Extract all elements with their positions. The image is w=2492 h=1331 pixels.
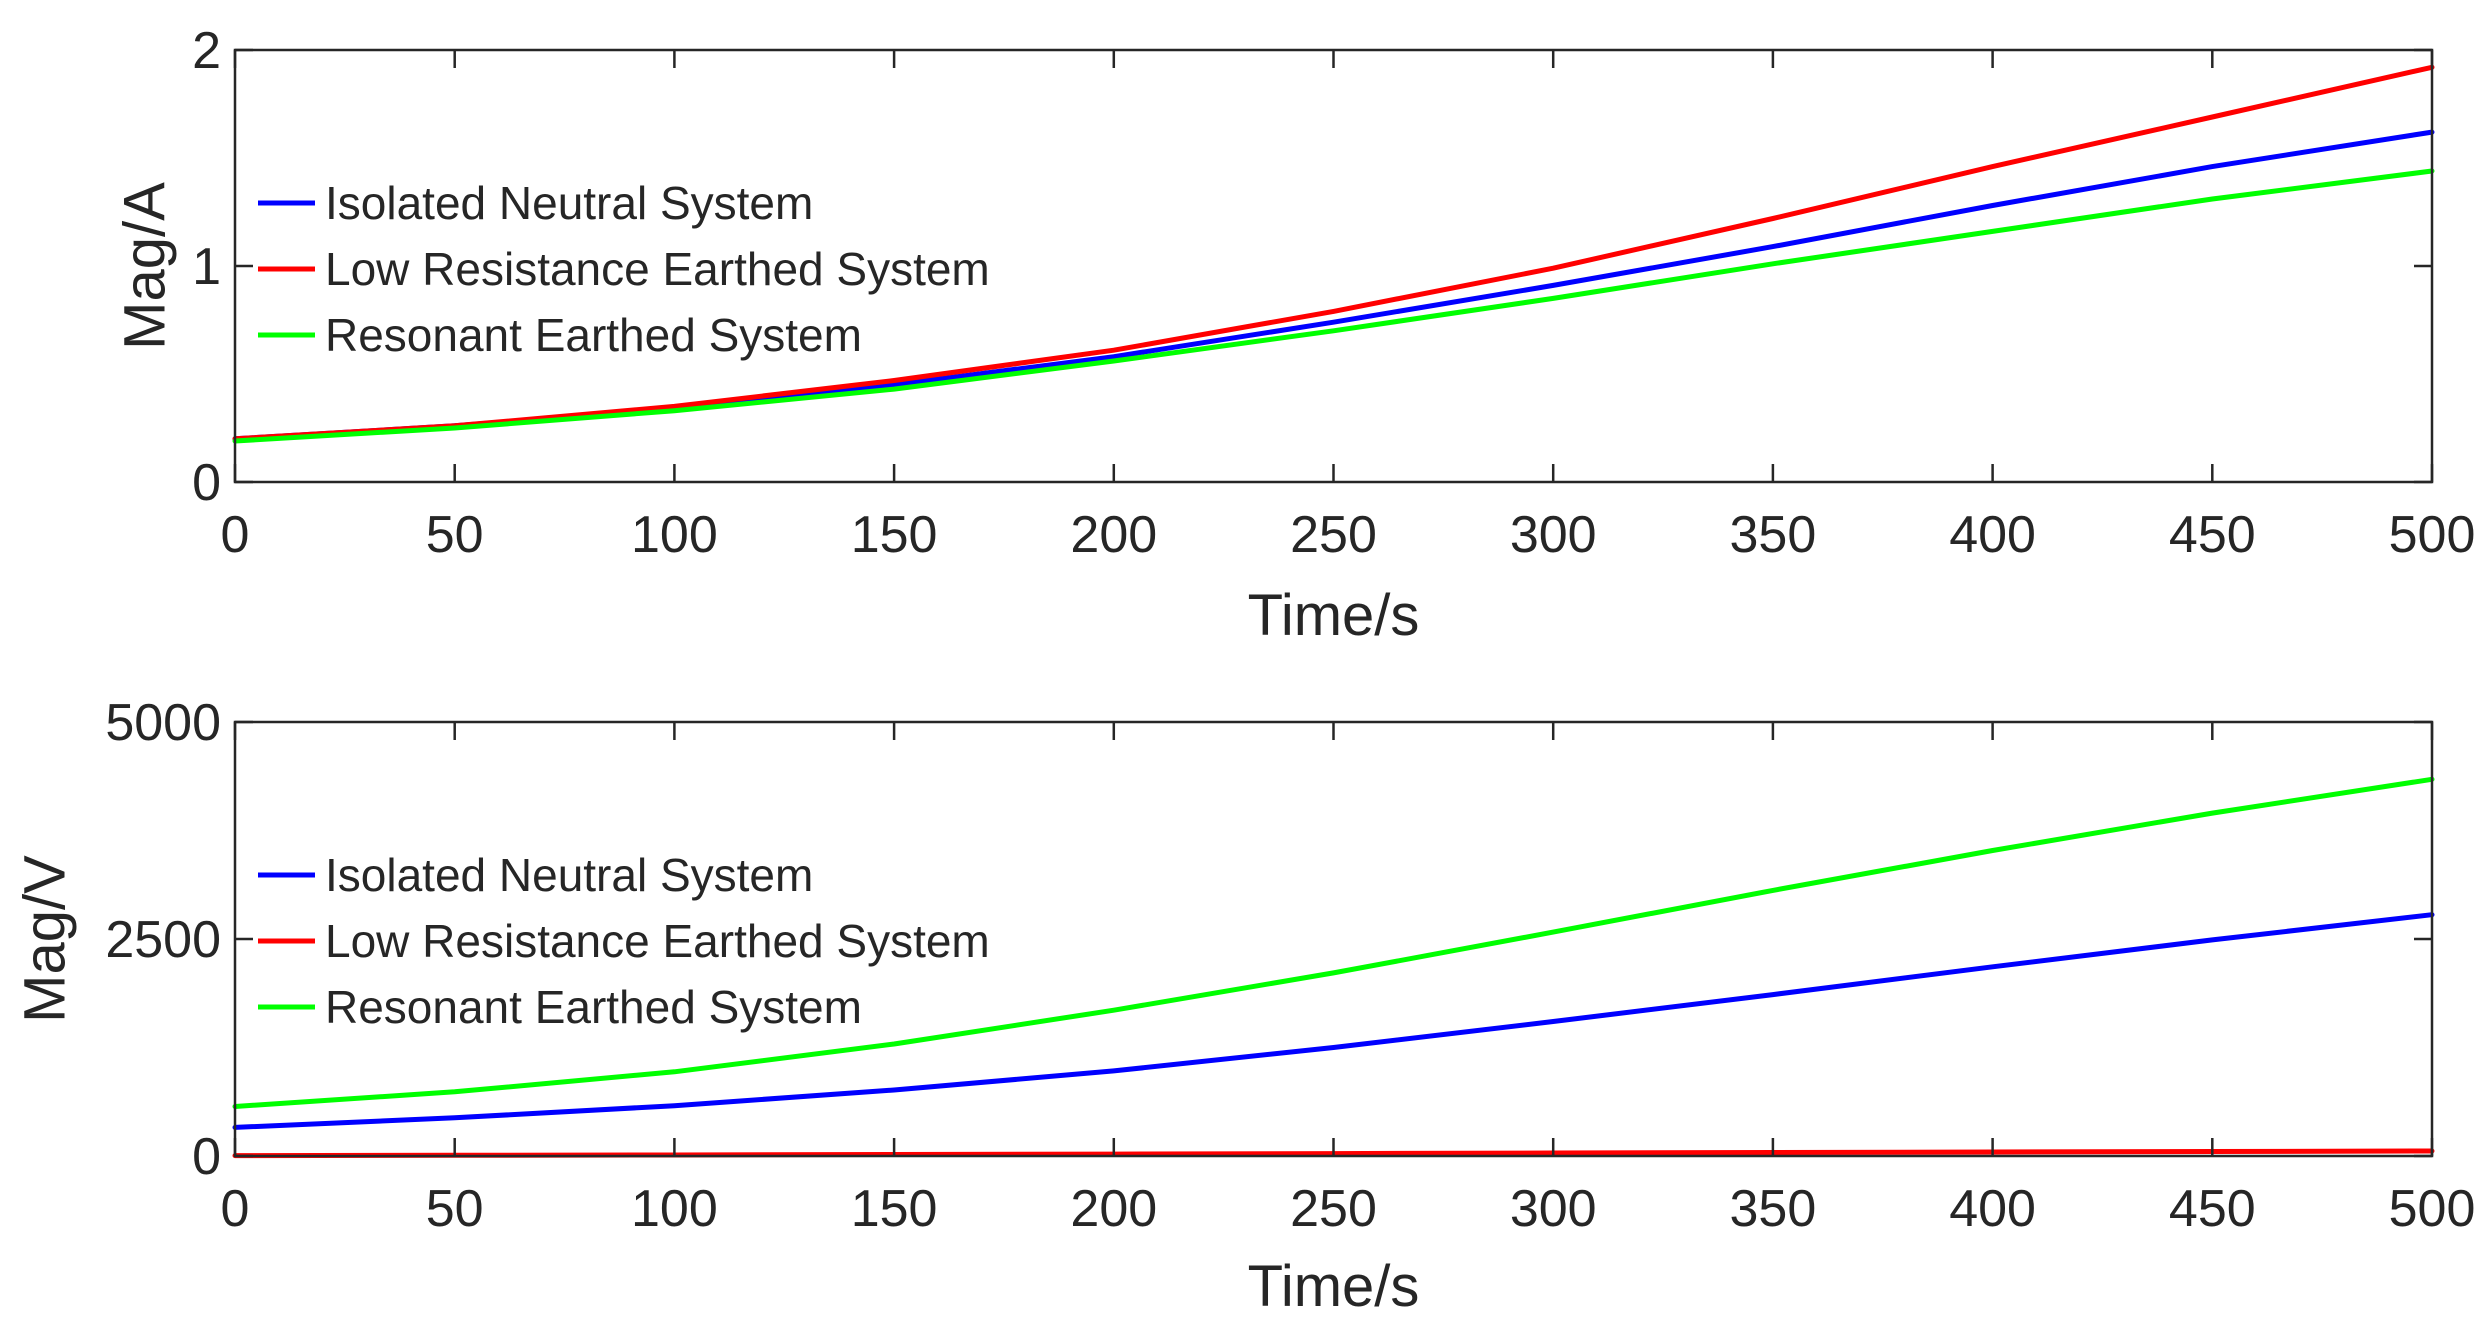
legend-entry-label: Low Resistance Earthed System	[325, 915, 990, 967]
chart-voltage-magnitude: 0 50 100 150 200 250 300 350 400 450 500025005000T…	[13, 694, 2476, 1319]
x-tick-label: 200	[1070, 506, 1157, 564]
x-tick-label: 400	[1949, 1180, 2036, 1238]
legend: Isolated Neutral System Low Resistance Ea…	[258, 849, 990, 1033]
y-tick-label: 0	[192, 454, 221, 512]
x-axis-label: Time/s	[1248, 1254, 1420, 1319]
x-tick-label: 250	[1290, 506, 1377, 564]
series-line-3	[232, 168, 2435, 444]
x-tick-label: 50	[426, 1180, 484, 1238]
x-tick-label: 0	[221, 1180, 250, 1238]
y-axis-label: Mag/V	[13, 855, 78, 1023]
y-tick-label: 5000	[105, 694, 221, 752]
legend-entry-label: Resonant Earthed System	[325, 981, 862, 1033]
x-axis-label: Time/s	[1248, 583, 1420, 648]
legend-entry-label: Resonant Earthed System	[325, 309, 862, 361]
x-tick-label: 350	[1730, 1180, 1817, 1238]
x-tick-label: 200	[1070, 1180, 1157, 1238]
x-tick-label: 0	[221, 506, 250, 564]
x-tick-label: 500	[2389, 506, 2476, 564]
y-tick-label: 2	[192, 22, 221, 80]
x-tick-label: 100	[631, 506, 718, 564]
x-tick-label: 50	[426, 506, 484, 564]
y-axis-label: Mag/A	[113, 182, 178, 350]
legend: Isolated Neutral System Low Resistance Ea…	[258, 177, 990, 361]
legend-entry-label: Isolated Neutral System	[325, 849, 813, 901]
x-tick-label: 150	[851, 506, 938, 564]
x-tick-label: 300	[1510, 1180, 1597, 1238]
series-line-3	[232, 776, 2435, 1109]
x-tick-label: 450	[2169, 1180, 2256, 1238]
x-tick-label: 350	[1730, 506, 1817, 564]
x-tick-label: 300	[1510, 506, 1597, 564]
series-line-1	[232, 912, 2435, 1130]
x-tick-label: 100	[631, 1180, 718, 1238]
x-tick-label: 400	[1949, 506, 2036, 564]
x-tick-label: 500	[2389, 1180, 2476, 1238]
y-tick-label: 0	[192, 1128, 221, 1186]
legend-entry-label: Isolated Neutral System	[325, 177, 813, 229]
y-tick-label: 2500	[105, 911, 221, 969]
series-line-2	[232, 64, 2435, 442]
x-tick-label: 450	[2169, 506, 2256, 564]
x-tick-label: 150	[851, 1180, 938, 1238]
y-tick-label: 1	[192, 238, 221, 296]
chart-current-magnitude: 0 50 100 150 200 250 300 350 400 450 500 0 1 2 Time/s M…	[113, 22, 2476, 648]
x-tick-label: 250	[1290, 1180, 1377, 1238]
legend-entry-label: Low Resistance Earthed System	[325, 243, 990, 295]
